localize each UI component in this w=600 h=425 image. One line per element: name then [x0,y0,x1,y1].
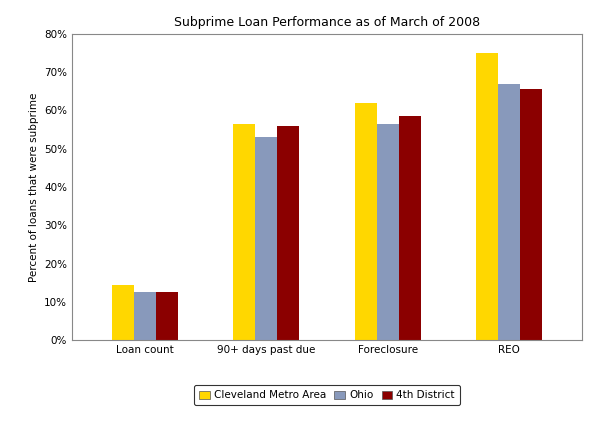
Bar [277,126,299,340]
Bar [233,124,256,340]
Bar [398,116,421,340]
Bar [476,53,498,340]
Bar [156,292,178,340]
Bar [112,285,134,340]
Bar [355,103,377,340]
Bar [256,137,277,340]
Y-axis label: Percent of loans that were subprime: Percent of loans that were subprime [29,92,38,282]
Bar [520,90,542,340]
Bar [134,292,156,340]
Title: Subprime Loan Performance as of March of 2008: Subprime Loan Performance as of March of… [174,16,480,28]
Bar [498,84,520,340]
Legend: Cleveland Metro Area, Ohio, 4th District: Cleveland Metro Area, Ohio, 4th District [194,385,460,405]
Bar [377,124,398,340]
